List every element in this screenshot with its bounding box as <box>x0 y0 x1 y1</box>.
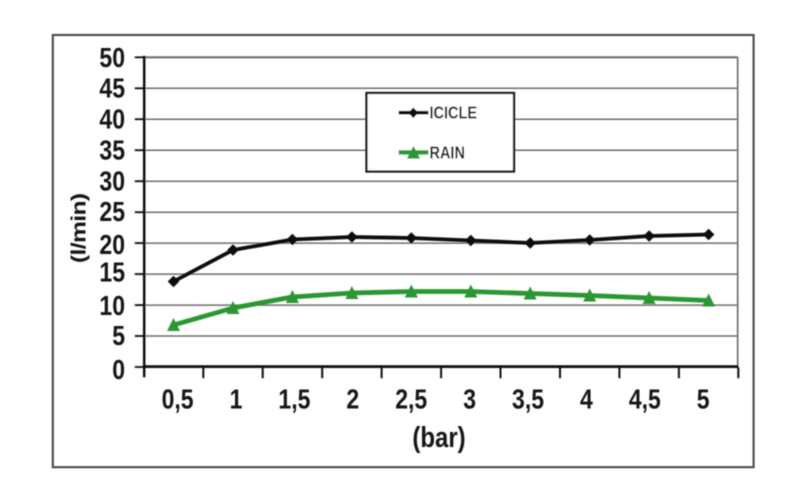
svg-text:20: 20 <box>99 230 125 260</box>
svg-text:(bar): (bar) <box>412 421 465 454</box>
svg-text:50: 50 <box>99 43 125 73</box>
svg-text:5: 5 <box>697 385 710 415</box>
svg-text:3,5: 3,5 <box>512 385 544 415</box>
svg-text:25: 25 <box>99 197 125 227</box>
svg-text:3: 3 <box>463 385 476 415</box>
svg-text:35: 35 <box>99 136 125 166</box>
svg-text:RAIN: RAIN <box>430 144 465 162</box>
svg-text:1: 1 <box>230 385 243 415</box>
svg-text:5: 5 <box>112 321 125 351</box>
svg-text:(l/min): (l/min) <box>67 194 90 264</box>
svg-text:4,5: 4,5 <box>629 385 661 415</box>
svg-text:15: 15 <box>99 257 125 287</box>
svg-text:1,5: 1,5 <box>278 385 310 415</box>
svg-text:45: 45 <box>99 74 125 104</box>
svg-text:0: 0 <box>112 355 125 385</box>
svg-text:40: 40 <box>99 105 125 135</box>
svg-text:2,5: 2,5 <box>395 385 427 415</box>
svg-text:30: 30 <box>99 167 125 197</box>
svg-text:0,5: 0,5 <box>162 385 194 415</box>
svg-text:4: 4 <box>580 385 593 415</box>
svg-text:2: 2 <box>346 385 359 415</box>
svg-text:10: 10 <box>99 291 125 321</box>
svg-text:ICICLE: ICICLE <box>430 104 478 122</box>
